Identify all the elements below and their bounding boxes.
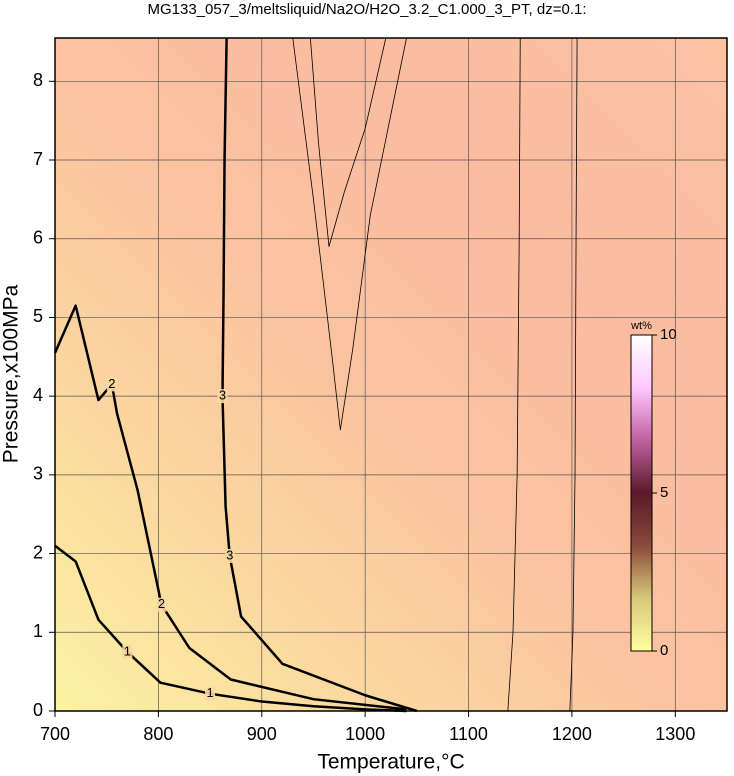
- chart-title: MG133_057_3/meltsliquid/Na2O/H2O_3.2_C1.…: [147, 1, 586, 18]
- y-axis-label: Pressure,x100MPa: [0, 284, 23, 463]
- y-tick-label: 7: [33, 149, 43, 169]
- contour-label-bg: [156, 597, 167, 612]
- y-tick-label: 3: [33, 464, 43, 484]
- contour-line: [53, 304, 407, 711]
- y-tick-label: 4: [33, 385, 43, 405]
- contour-line: [507, 37, 521, 712]
- colorbar-label: wt%: [630, 320, 652, 332]
- x-axis-label: Temperature,°C: [317, 751, 464, 774]
- y-tick-label: 5: [33, 306, 43, 326]
- y-tick-label: 8: [33, 70, 43, 90]
- contour-line: [292, 37, 407, 431]
- contour-label-bg: [106, 377, 117, 392]
- contour-line: [309, 37, 387, 247]
- y-tick-label: 0: [33, 700, 43, 720]
- contour-label: 3: [219, 388, 226, 403]
- contour-label-bg: [205, 686, 216, 701]
- x-tick-label: 1300: [655, 724, 695, 744]
- plot-background: [55, 38, 727, 711]
- contour-label: 1: [206, 685, 213, 700]
- contour-line: [569, 37, 578, 712]
- contour-label: 3: [226, 547, 233, 562]
- contour-label-bg: [224, 548, 235, 563]
- colorbar-tick-label: 0: [660, 642, 668, 659]
- x-tick-label: 700: [40, 724, 70, 744]
- x-tick-label: 1200: [552, 724, 592, 744]
- x-tick-label: 900: [247, 724, 277, 744]
- colorbar: [630, 334, 653, 652]
- x-tick-label: 1100: [449, 724, 488, 744]
- contour-label: 2: [108, 376, 115, 391]
- y-tick-label: 2: [33, 542, 43, 562]
- colorbar-tick-label: 10: [660, 326, 677, 343]
- y-tick-label: 1: [33, 621, 43, 641]
- contour-label-bg: [217, 389, 228, 404]
- plot-frame: [54, 37, 728, 712]
- contour-line: [221, 37, 418, 713]
- contour-label: 2: [158, 596, 165, 611]
- x-tick-label: 800: [143, 724, 173, 744]
- contour-label-bg: [122, 644, 133, 659]
- y-tick-label: 6: [33, 227, 43, 247]
- contour-label: 1: [124, 643, 131, 658]
- x-tick-label: 1000: [345, 724, 385, 744]
- colorbar-tick-label: 5: [660, 484, 668, 501]
- contour-line: [54, 544, 407, 713]
